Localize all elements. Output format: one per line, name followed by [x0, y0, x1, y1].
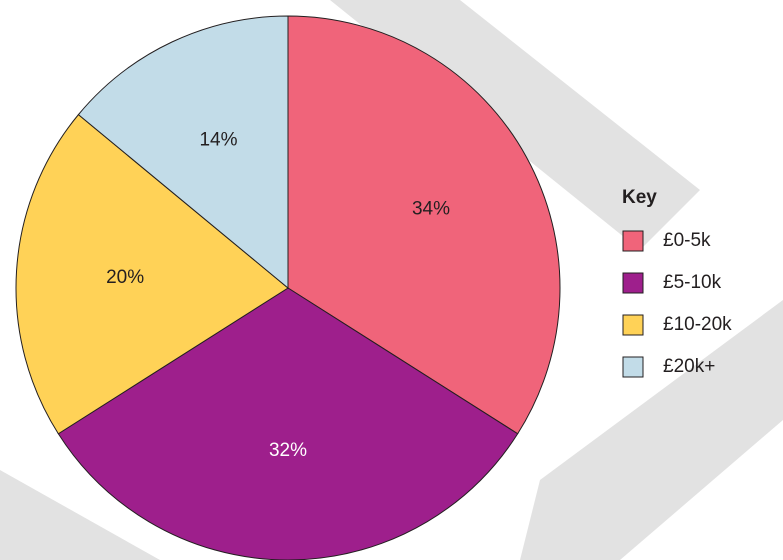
legend-swatch — [622, 356, 644, 378]
legend-label: £20k+ — [663, 356, 715, 377]
watermark-band — [520, 300, 783, 560]
pie-slice — [287, 15, 561, 435]
watermark-band — [0, 470, 160, 560]
legend-swatch — [622, 230, 644, 252]
pie-slice — [77, 15, 289, 290]
legend-label: £0-5k — [663, 230, 711, 251]
legend-title: Key — [622, 187, 657, 208]
legend-swatch — [622, 272, 644, 294]
pie-slice — [15, 113, 289, 435]
slice-label: 34% — [412, 198, 450, 219]
legend-label: £5-10k — [663, 272, 722, 293]
legend-label: £10-20k — [663, 314, 732, 335]
slice-label: 20% — [106, 267, 144, 288]
slice-label: 32% — [269, 440, 307, 461]
legend-swatch — [622, 314, 644, 336]
slice-label: 14% — [199, 129, 237, 150]
